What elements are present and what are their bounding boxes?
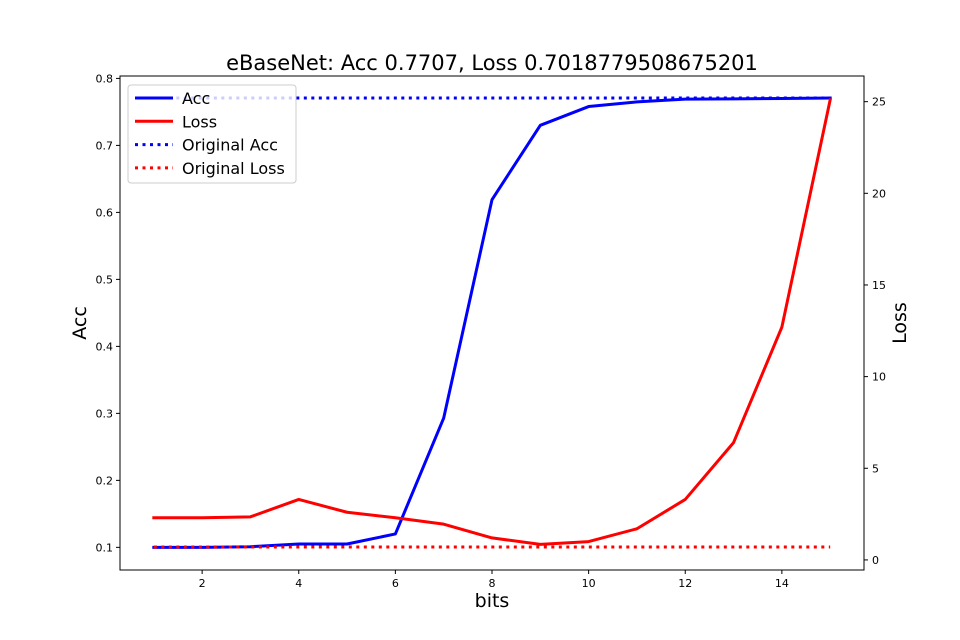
chart-title: eBaseNet: Acc 0.7707, Loss 0.70187795086… <box>226 51 758 75</box>
x-tick-label: 12 <box>678 577 692 590</box>
right-y-tick-label: 15 <box>872 279 886 292</box>
right-y-tick-label: 10 <box>872 371 886 384</box>
series-line-loss <box>152 98 832 546</box>
right-y-tick-label: 5 <box>872 462 879 475</box>
x-tick-label: 4 <box>295 577 302 590</box>
right-y-axis: 0 5 10 15 20 25 <box>864 96 886 567</box>
left-y-tick-label: 0.2 <box>96 474 114 487</box>
x-tick-label: 2 <box>199 577 206 590</box>
x-axis-label: bits <box>475 590 510 612</box>
left-y-tick-label: 0.1 <box>96 541 114 554</box>
legend-label-acc: Acc <box>182 89 210 108</box>
left-y-tick-label: 0.3 <box>96 407 114 420</box>
x-tick-label: 14 <box>775 577 789 590</box>
right-y-tick-label: 0 <box>872 554 879 567</box>
x-tick-label: 6 <box>392 577 399 590</box>
legend-label-original-acc: Original Acc <box>182 136 278 155</box>
left-y-tick-label: 0.4 <box>96 340 114 353</box>
left-y-tick-label: 0.5 <box>96 273 114 286</box>
left-y-axis-label: Acc <box>69 306 91 340</box>
left-y-tick-label: 0.7 <box>96 139 114 152</box>
right-y-tick-label: 25 <box>872 96 886 109</box>
x-axis: 2 4 6 8 10 12 14 <box>199 570 789 590</box>
left-y-axis: 0.1 0.2 0.3 0.4 0.5 0.6 0.7 0.8 <box>96 72 120 554</box>
legend-box <box>127 84 297 184</box>
right-y-axis-label: Loss <box>889 302 911 344</box>
left-y-tick-label: 0.8 <box>96 72 114 85</box>
x-tick-label: 10 <box>582 577 596 590</box>
left-y-tick-label: 0.6 <box>96 206 114 219</box>
legend: Acc Loss Original Acc Original Loss <box>127 84 297 184</box>
legend-label-loss: Loss <box>182 112 217 131</box>
legend-label-original-loss: Original Loss <box>182 159 285 178</box>
right-y-tick-label: 20 <box>872 187 886 200</box>
x-tick-label: 8 <box>489 577 496 590</box>
